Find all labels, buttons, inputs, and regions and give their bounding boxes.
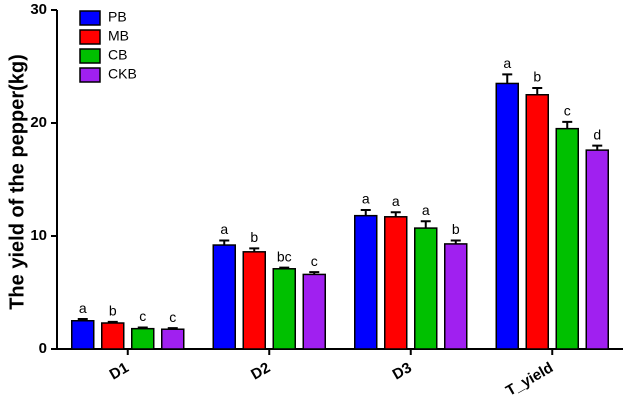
bar: [212, 244, 236, 350]
error-bar: [592, 144, 603, 151]
x-tick-label: D2: [248, 359, 273, 383]
significance-letter: a: [422, 202, 430, 218]
error-bar: [390, 211, 401, 217]
bar: [242, 251, 266, 350]
significance-letter: b: [250, 229, 258, 245]
significance-letter: c: [311, 253, 318, 269]
bar: [354, 214, 378, 350]
x-tick-label: T_yield: [503, 359, 556, 400]
bar: [384, 216, 408, 350]
legend-label: MB: [108, 28, 129, 44]
legend-label: CKB: [108, 66, 137, 82]
error-bar: [309, 271, 320, 275]
significance-letter: c: [564, 103, 571, 119]
significance-letter: a: [220, 221, 228, 237]
bar: [414, 227, 438, 350]
bar: [495, 82, 519, 350]
error-bar: [360, 209, 371, 216]
y-tick-label: 10: [30, 227, 47, 244]
error-bar: [502, 73, 513, 84]
error-bar: [219, 239, 230, 246]
bar: [131, 327, 155, 350]
legend-label: CB: [108, 47, 127, 63]
y-tick-label: 0: [39, 340, 47, 357]
significance-letter: c: [139, 308, 146, 324]
error-bar: [420, 220, 431, 229]
significance-letter: a: [362, 191, 370, 207]
significance-letter: a: [392, 193, 400, 209]
error-bar: [137, 326, 148, 329]
y-axis-label: The yield of the pepper(kg): [6, 54, 28, 310]
error-bar: [562, 120, 573, 129]
significance-letter: a: [79, 300, 87, 316]
bar: [302, 273, 326, 350]
y-tick-label: 30: [30, 1, 47, 18]
y-tick-label: 20: [30, 114, 47, 131]
error-bar: [167, 327, 178, 330]
legend-swatch: [79, 29, 101, 45]
error-bar: [249, 247, 260, 252]
x-tick-label: D1: [107, 359, 132, 383]
bar: [444, 243, 468, 350]
bar: [71, 320, 95, 350]
significance-letter: a: [503, 55, 511, 71]
significance-letter: b: [533, 69, 541, 85]
bar: [585, 149, 609, 350]
legend-swatch: [79, 67, 101, 83]
legend-label: PB: [108, 9, 127, 25]
legend-swatch: [79, 48, 101, 64]
significance-letter: b: [452, 221, 460, 237]
error-bar: [77, 318, 88, 321]
significance-letter: c: [169, 309, 176, 325]
significance-letter: d: [593, 126, 601, 142]
significance-letter: b: [109, 303, 117, 319]
bar: [161, 328, 185, 350]
bar: [555, 127, 579, 350]
error-bar: [532, 86, 543, 95]
x-tick-label: D3: [390, 359, 415, 383]
bar: [272, 268, 296, 350]
error-bar: [450, 239, 461, 244]
error-bar: [279, 266, 290, 269]
significance-letter: bc: [277, 248, 292, 264]
bar: [525, 94, 549, 350]
error-bar: [107, 320, 118, 324]
legend-swatch: [79, 10, 101, 26]
bar: [101, 322, 125, 350]
